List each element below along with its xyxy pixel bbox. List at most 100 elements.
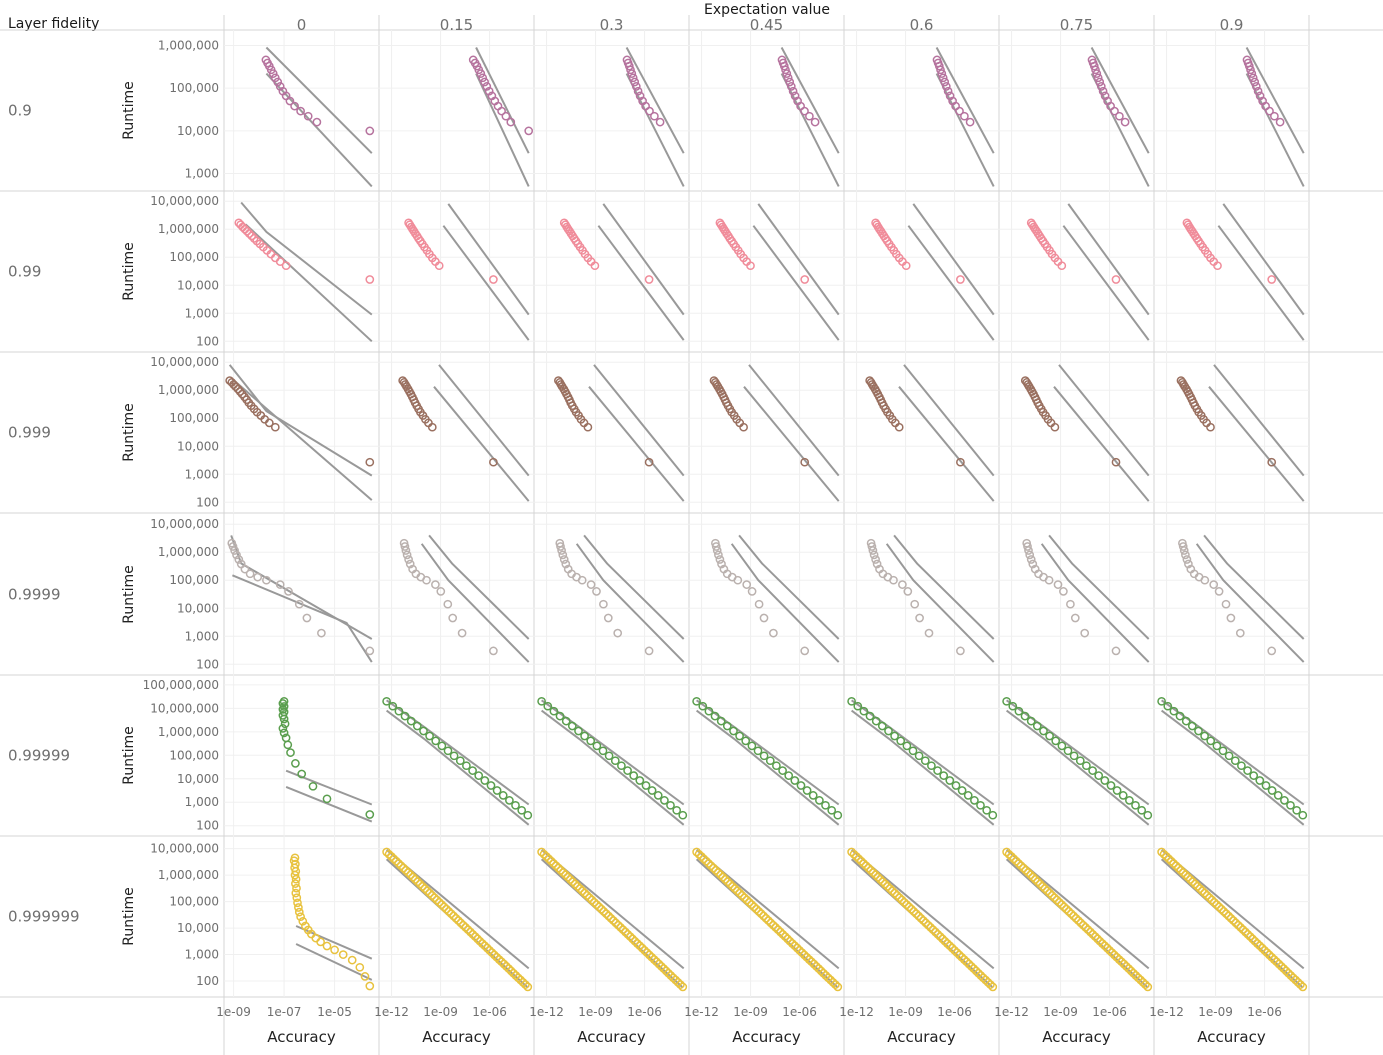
- data-point: [462, 761, 471, 771]
- data-point: [511, 800, 520, 810]
- data-point: [294, 599, 304, 609]
- data-point: [1280, 796, 1289, 805]
- data-point: [1286, 800, 1295, 810]
- data-point: [902, 741, 912, 751]
- bound-line: [244, 223, 373, 343]
- data-point: [555, 711, 565, 721]
- data-point: [1193, 881, 1202, 891]
- y-tick-label: 10,000,000: [150, 842, 219, 856]
- data-point: [419, 726, 428, 736]
- bound-line: [885, 543, 995, 663]
- data-point: [1081, 923, 1090, 932]
- row-label: 0.9999: [8, 586, 61, 604]
- bound-line: [1062, 225, 1150, 341]
- data-point: [613, 920, 623, 930]
- data-point: [811, 961, 821, 971]
- data-point: [413, 877, 423, 887]
- data-point: [1117, 957, 1126, 967]
- data-point: [451, 913, 461, 923]
- data-point: [797, 948, 807, 957]
- data-point: [709, 863, 718, 873]
- data-point: [915, 613, 924, 623]
- data-point: [974, 968, 983, 978]
- data-point: [890, 731, 899, 741]
- bound-line: [593, 364, 685, 477]
- data-point: [1114, 955, 1124, 964]
- data-point: [556, 542, 565, 551]
- data-point: [1255, 941, 1265, 951]
- data-point: [1250, 77, 1260, 87]
- data-point: [1044, 575, 1054, 585]
- data-point: [1090, 932, 1100, 941]
- data-point: [253, 572, 263, 582]
- data-point: [964, 959, 974, 969]
- data-point: [1088, 766, 1097, 775]
- data-point: [1212, 741, 1222, 751]
- data-point: [931, 927, 940, 937]
- y-tick-label: 1,000,000: [158, 868, 219, 882]
- data-point: [1014, 706, 1024, 716]
- data-point: [1111, 457, 1121, 467]
- data-point: [1026, 716, 1036, 726]
- data-point: [821, 800, 830, 810]
- data-point: [443, 746, 453, 756]
- data-point: [1143, 982, 1153, 992]
- data-point: [779, 61, 789, 71]
- data-point: [494, 955, 504, 964]
- data-point: [1098, 86, 1108, 96]
- x-axis-title: Accuracy: [1197, 1028, 1266, 1046]
- panel: [999, 191, 1154, 352]
- data-point: [1125, 796, 1134, 805]
- data-point: [1185, 875, 1195, 884]
- data-point: [1247, 69, 1257, 78]
- y-tick-label: 100,000: [169, 573, 219, 587]
- data-point: [1270, 111, 1279, 121]
- data-point: [284, 587, 293, 596]
- panel: [534, 514, 689, 675]
- data-point: [338, 950, 348, 959]
- data-point: [781, 65, 790, 75]
- data-point: [717, 559, 726, 569]
- bound-line: [738, 534, 840, 640]
- data-point: [290, 101, 299, 111]
- y-tick-label: 1,000: [185, 306, 219, 320]
- data-point: [1267, 786, 1277, 795]
- data-point: [1059, 902, 1069, 912]
- data-point: [790, 91, 800, 101]
- data-point: [1131, 971, 1141, 980]
- data-point: [589, 897, 599, 907]
- y-axis-title: Runtime: [121, 565, 137, 623]
- data-point: [1033, 877, 1043, 887]
- data-point: [940, 77, 950, 87]
- data-point: [482, 943, 492, 953]
- data-point: [486, 781, 496, 790]
- data-point: [1265, 106, 1274, 116]
- data-point: [1286, 971, 1296, 980]
- data-point: [489, 275, 498, 284]
- data-point: [892, 891, 902, 900]
- data-point: [952, 948, 962, 957]
- data-point: [1066, 599, 1075, 609]
- data-point: [898, 580, 907, 589]
- panel: [844, 514, 999, 675]
- data-point: [916, 913, 926, 923]
- data-point: [847, 847, 856, 857]
- data-point: [1260, 945, 1269, 955]
- data-point: [431, 580, 440, 589]
- data-point: [957, 952, 967, 962]
- data-point: [264, 418, 274, 428]
- bound-line: [1160, 709, 1305, 826]
- data-point: [286, 748, 295, 757]
- data-point: [613, 628, 623, 638]
- data-point: [554, 863, 563, 873]
- data-point: [279, 728, 289, 738]
- data-point: [1206, 422, 1215, 432]
- data-point: [1069, 751, 1079, 761]
- data-point: [1269, 955, 1279, 964]
- data-point: [853, 701, 863, 711]
- column-header: 0.75: [1060, 16, 1093, 34]
- data-point: [330, 945, 339, 955]
- bound-line: [420, 543, 530, 663]
- data-point: [1279, 964, 1289, 973]
- data-point: [232, 550, 241, 560]
